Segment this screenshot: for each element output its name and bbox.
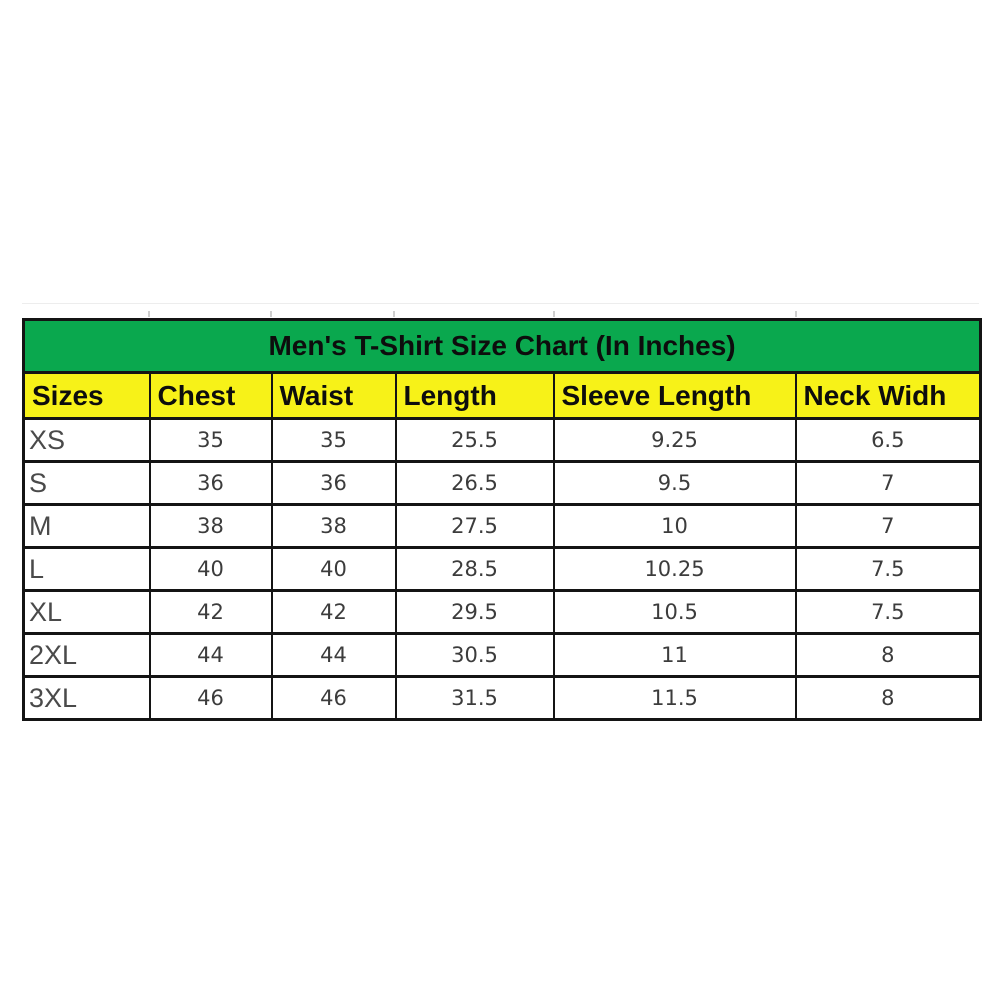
neck-width-cell: 6.5	[794, 417, 981, 462]
size-cell: XL	[22, 589, 150, 634]
sleeve-length-cell: 10.5	[552, 589, 796, 634]
gridline-tick	[795, 311, 797, 317]
sleeve-length-cell: 11.5	[552, 675, 796, 720]
size-cell: XS	[22, 417, 150, 462]
size-cell: 3XL	[22, 675, 150, 720]
length-cell: 30.5	[394, 632, 554, 677]
neck-width-cell: 7	[794, 503, 981, 548]
gridline-remnant-top	[22, 303, 979, 304]
sleeve-length-cell: 9.25	[552, 417, 796, 462]
waist-cell: 38	[270, 503, 396, 548]
table-title: Men's T-Shirt Size Chart (In Inches)	[22, 318, 981, 373]
gridline-tick	[148, 311, 150, 317]
gridline-tick	[393, 311, 395, 317]
gridline-tick	[270, 311, 272, 317]
table-row: L 40 40 28.5 10.25 7.5	[22, 546, 981, 591]
neck-width-cell: 7.5	[794, 589, 981, 634]
length-cell: 31.5	[394, 675, 554, 720]
column-header-sleeve-length: Sleeve Length	[552, 371, 796, 419]
waist-cell: 36	[270, 460, 396, 505]
neck-width-cell: 7	[794, 460, 981, 505]
length-cell: 26.5	[394, 460, 554, 505]
sleeve-length-cell: 9.5	[552, 460, 796, 505]
waist-cell: 35	[270, 417, 396, 462]
table-row: M 38 38 27.5 10 7	[22, 503, 981, 548]
table-header-row: Sizes Chest Waist Length Sleeve Length N…	[22, 371, 981, 419]
sleeve-length-cell: 10	[552, 503, 796, 548]
neck-width-cell: 7.5	[794, 546, 981, 591]
length-cell: 27.5	[394, 503, 554, 548]
gridline-tick	[553, 311, 555, 317]
chest-cell: 40	[148, 546, 272, 591]
column-header-sizes: Sizes	[22, 371, 150, 419]
waist-cell: 44	[270, 632, 396, 677]
table-title-row: Men's T-Shirt Size Chart (In Inches)	[22, 318, 981, 373]
waist-cell: 40	[270, 546, 396, 591]
length-cell: 25.5	[394, 417, 554, 462]
table-row: 2XL 44 44 30.5 11 8	[22, 632, 981, 677]
table-row: XS 35 35 25.5 9.25 6.5	[22, 417, 981, 462]
sleeve-length-cell: 10.25	[552, 546, 796, 591]
size-cell: S	[22, 460, 150, 505]
neck-width-cell: 8	[794, 632, 981, 677]
chest-cell: 36	[148, 460, 272, 505]
waist-cell: 42	[270, 589, 396, 634]
length-cell: 28.5	[394, 546, 554, 591]
chest-cell: 38	[148, 503, 272, 548]
sleeve-length-cell: 11	[552, 632, 796, 677]
neck-width-cell: 8	[794, 675, 981, 720]
table-row: XL 42 42 29.5 10.5 7.5	[22, 589, 981, 634]
column-header-waist: Waist	[270, 371, 396, 419]
chest-cell: 46	[148, 675, 272, 720]
chest-cell: 44	[148, 632, 272, 677]
size-cell: M	[22, 503, 150, 548]
column-header-chest: Chest	[148, 371, 272, 419]
column-header-neck-width: Neck Widh	[794, 371, 981, 419]
chest-cell: 42	[148, 589, 272, 634]
table-row: S 36 36 26.5 9.5 7	[22, 460, 981, 505]
size-cell: 2XL	[22, 632, 150, 677]
column-header-length: Length	[394, 371, 554, 419]
waist-cell: 46	[270, 675, 396, 720]
length-cell: 29.5	[394, 589, 554, 634]
table-row: 3XL 46 46 31.5 11.5 8	[22, 675, 981, 720]
chest-cell: 35	[148, 417, 272, 462]
size-chart-table: Men's T-Shirt Size Chart (In Inches) Siz…	[22, 318, 983, 721]
size-cell: L	[22, 546, 150, 591]
